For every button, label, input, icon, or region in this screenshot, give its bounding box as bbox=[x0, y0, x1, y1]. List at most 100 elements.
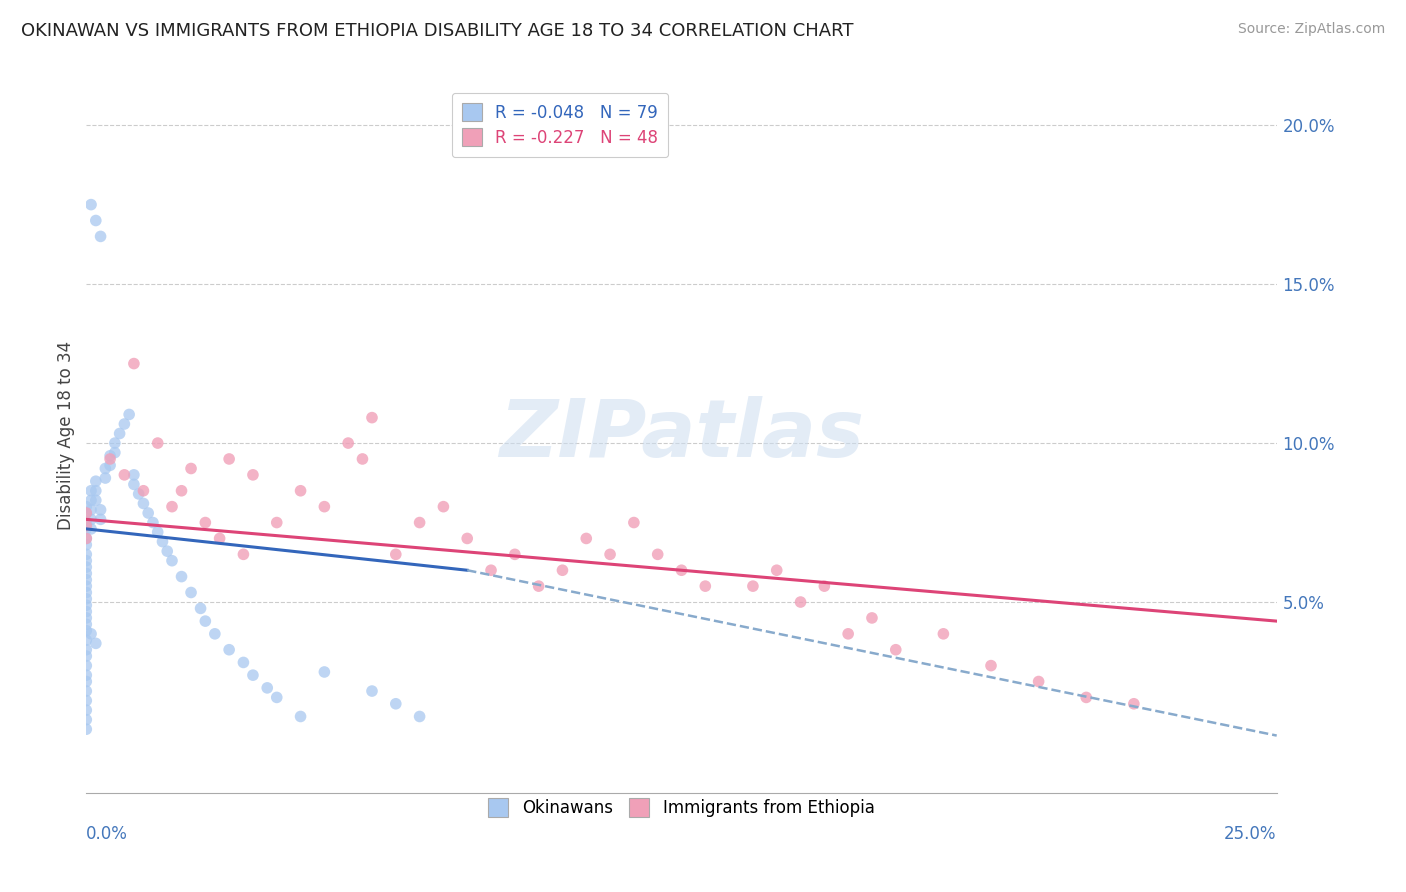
Point bbox=[75, 506, 97, 520]
Point bbox=[503, 547, 526, 561]
Point bbox=[80, 522, 103, 536]
Point bbox=[75, 633, 97, 648]
Point bbox=[671, 563, 693, 577]
Point bbox=[80, 512, 103, 526]
Point bbox=[765, 563, 787, 577]
Point bbox=[208, 532, 231, 546]
Point bbox=[789, 595, 811, 609]
Point bbox=[232, 547, 254, 561]
Point bbox=[408, 709, 430, 723]
Point bbox=[575, 532, 598, 546]
Point bbox=[290, 483, 312, 498]
Point bbox=[104, 445, 127, 459]
Point bbox=[204, 627, 226, 641]
Point bbox=[146, 525, 169, 540]
Point bbox=[136, 506, 159, 520]
Text: ZIPatlas: ZIPatlas bbox=[499, 396, 865, 475]
Point bbox=[75, 532, 97, 546]
Point bbox=[75, 560, 97, 574]
Point bbox=[90, 503, 112, 517]
Point bbox=[337, 436, 360, 450]
Point bbox=[256, 681, 278, 695]
Point bbox=[75, 722, 97, 736]
Point bbox=[314, 665, 336, 679]
Point bbox=[75, 649, 97, 664]
Point bbox=[146, 436, 169, 450]
Point bbox=[242, 467, 264, 482]
Point bbox=[242, 668, 264, 682]
Point bbox=[180, 585, 202, 599]
Point bbox=[84, 636, 107, 650]
Point bbox=[80, 503, 103, 517]
Point bbox=[75, 579, 97, 593]
Point bbox=[75, 642, 97, 657]
Point bbox=[80, 627, 103, 641]
Point bbox=[75, 611, 97, 625]
Point bbox=[932, 627, 955, 641]
Point bbox=[80, 197, 103, 211]
Point bbox=[84, 474, 107, 488]
Point bbox=[75, 658, 97, 673]
Legend: Okinawans, Immigrants from Ethiopia: Okinawans, Immigrants from Ethiopia bbox=[482, 792, 882, 824]
Point bbox=[118, 408, 141, 422]
Point bbox=[80, 483, 103, 498]
Point bbox=[160, 500, 183, 514]
Point bbox=[152, 534, 174, 549]
Point bbox=[170, 569, 193, 583]
Point bbox=[112, 417, 135, 431]
Point bbox=[623, 516, 645, 530]
Point bbox=[75, 516, 97, 530]
Point bbox=[218, 642, 240, 657]
Point bbox=[190, 601, 212, 615]
Point bbox=[75, 668, 97, 682]
Point bbox=[695, 579, 717, 593]
Point bbox=[232, 656, 254, 670]
Point bbox=[75, 522, 97, 536]
Point bbox=[75, 617, 97, 632]
Text: OKINAWAN VS IMMIGRANTS FROM ETHIOPIA DISABILITY AGE 18 TO 34 CORRELATION CHART: OKINAWAN VS IMMIGRANTS FROM ETHIOPIA DIS… bbox=[21, 22, 853, 40]
Point bbox=[408, 516, 430, 530]
Point bbox=[290, 709, 312, 723]
Point bbox=[160, 554, 183, 568]
Point bbox=[432, 500, 454, 514]
Point bbox=[361, 684, 384, 698]
Point bbox=[94, 471, 117, 485]
Point bbox=[84, 493, 107, 508]
Point bbox=[75, 674, 97, 689]
Point bbox=[266, 516, 288, 530]
Point bbox=[98, 449, 121, 463]
Point bbox=[98, 458, 121, 473]
Point bbox=[194, 516, 217, 530]
Point bbox=[742, 579, 765, 593]
Point bbox=[314, 500, 336, 514]
Text: 0.0%: 0.0% bbox=[86, 824, 128, 843]
Point bbox=[98, 452, 121, 467]
Point bbox=[218, 452, 240, 467]
Point bbox=[527, 579, 550, 593]
Point bbox=[170, 483, 193, 498]
Point bbox=[132, 483, 155, 498]
Point bbox=[75, 703, 97, 717]
Point bbox=[108, 426, 131, 441]
Point bbox=[479, 563, 502, 577]
Point bbox=[75, 518, 97, 533]
Point bbox=[884, 642, 907, 657]
Point bbox=[837, 627, 859, 641]
Point bbox=[90, 512, 112, 526]
Point bbox=[361, 410, 384, 425]
Y-axis label: Disability Age 18 to 34: Disability Age 18 to 34 bbox=[58, 341, 75, 530]
Point bbox=[180, 461, 202, 475]
Point bbox=[75, 624, 97, 638]
Point bbox=[551, 563, 574, 577]
Point bbox=[75, 693, 97, 707]
Point bbox=[128, 487, 150, 501]
Point bbox=[75, 713, 97, 727]
Text: 25.0%: 25.0% bbox=[1225, 824, 1277, 843]
Point bbox=[80, 493, 103, 508]
Point bbox=[75, 554, 97, 568]
Text: Source: ZipAtlas.com: Source: ZipAtlas.com bbox=[1237, 22, 1385, 37]
Point bbox=[122, 467, 145, 482]
Point bbox=[132, 496, 155, 510]
Point bbox=[75, 538, 97, 552]
Point bbox=[75, 547, 97, 561]
